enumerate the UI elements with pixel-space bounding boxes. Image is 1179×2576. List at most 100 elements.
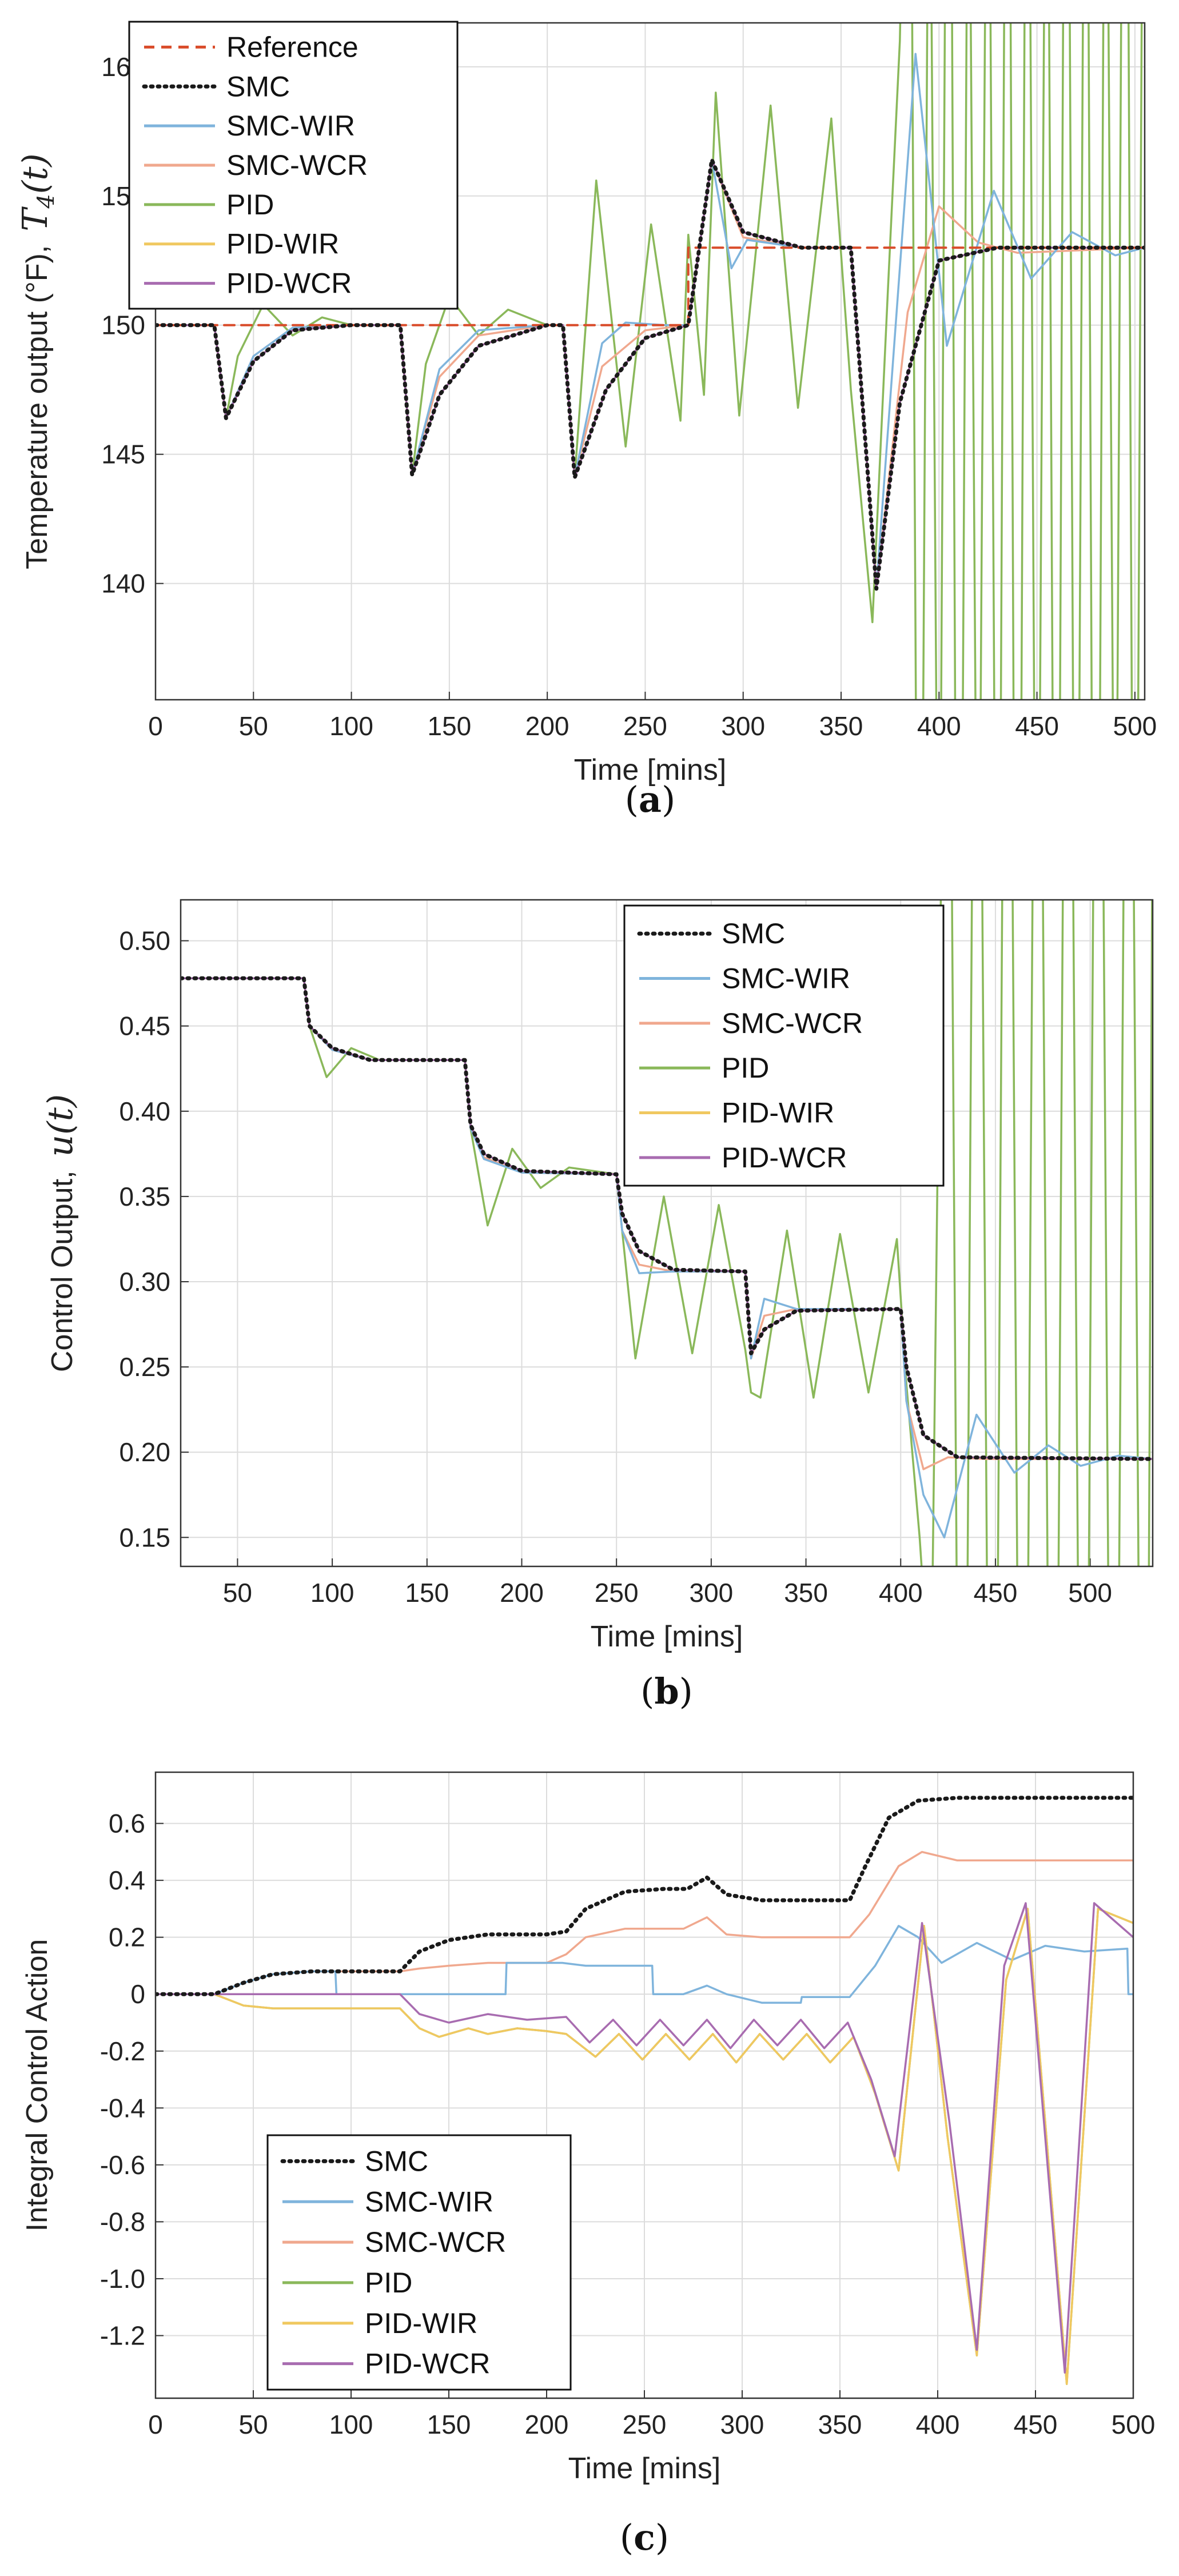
y-tick-label: 0.45 [119, 1011, 170, 1041]
x-tick-label: 500 [1113, 711, 1157, 741]
series-line-pid [156, 23, 1143, 700]
legend: Reference SMC SMC-WIR SMC-WCR PID PID-WIR PID-… [128, 21, 459, 310]
x-axis-label: Time [mins] [568, 2452, 721, 2485]
legend-label-smc: SMC [226, 70, 290, 102]
series-line-pid-wir [156, 1908, 1133, 2385]
y-axis-label-variable: T [15, 206, 55, 232]
legend-label-pid-wcr: PID-WCR [365, 2348, 490, 2380]
legend-label-smc-wcr: SMC-WCR [365, 2226, 506, 2258]
series-line-smc [156, 1796, 1133, 1996]
x-tick-label: 250 [623, 2410, 667, 2439]
x-tick-label: 350 [819, 711, 863, 741]
legend-label-smc-wcr: SMC-WCR [722, 1007, 863, 1039]
x-axis-label: Time [mins] [591, 1620, 743, 1653]
y-tick-label: 0.25 [119, 1352, 170, 1382]
x-tick-label: 100 [310, 1578, 355, 1608]
x-tick-label: 100 [329, 711, 373, 741]
x-tick-label: 400 [917, 711, 961, 741]
series-group [181, 900, 1153, 1566]
x-tick-label: 500 [1068, 1578, 1112, 1608]
x-tick-label: 50 [238, 2410, 268, 2439]
series-line-smc [181, 976, 1153, 1461]
panel-caption: (b) [640, 1670, 693, 1712]
legend-label-smc-wir: SMC-WIR [722, 963, 850, 995]
y-tick-label: 0.15 [119, 1522, 170, 1552]
y-tick-label: 0.6 [109, 1809, 145, 1839]
plot-frame [180, 899, 1154, 1568]
series-line-pid [181, 900, 1153, 1566]
x-tick-label: 450 [1015, 711, 1059, 741]
y-tick-label: -0.2 [100, 2036, 145, 2066]
y-tick-label: -1.2 [100, 2321, 145, 2351]
y-tick-label: 150 [101, 310, 145, 340]
y-tick-label: 0 [130, 1979, 145, 2009]
y-tick-label: 140 [101, 569, 145, 599]
y-axis-label-subscript: 4 [33, 194, 59, 209]
panel-a: 0 50 100 150 200 250 300 350 400 450 5001401451501… [15, 21, 1157, 820]
x-tick-label: 200 [525, 711, 569, 741]
x-tick-label: 50 [223, 1578, 252, 1608]
panel-caption-letter: a [639, 779, 662, 820]
series-line-smc [156, 158, 1145, 591]
legend-label-pid-wir: PID-WIR [226, 228, 339, 260]
y-tick-label: -0.8 [100, 2207, 145, 2236]
x-tick-label: 350 [784, 1578, 828, 1608]
y-axis-label-argument: (t) [15, 153, 55, 194]
x-axis-label: Time [mins] [574, 753, 727, 787]
y-tick-label: 0.35 [119, 1182, 170, 1211]
y-axis-label-argument: (t) [41, 1094, 81, 1135]
x-tick-label: 300 [720, 2410, 764, 2439]
y-tick-label: 0.50 [119, 926, 170, 956]
y-tick-label: 0.20 [119, 1437, 170, 1467]
x-tick-label: 150 [405, 1578, 449, 1608]
y-axis-label: Control Output, u(t) [41, 1094, 81, 1372]
panel-caption-letter: b [654, 1670, 679, 1712]
series-group [156, 23, 1145, 700]
legend: SMC SMC-WIR SMC-WCR PID PID-WIR PID-WCR [623, 904, 945, 1187]
panel-caption-letter: c [634, 2517, 655, 2558]
legend-label-pid: PID [722, 1052, 769, 1084]
x-tick-label: 0 [148, 2410, 163, 2439]
x-tick-label: 500 [1112, 2410, 1156, 2439]
y-tick-label: 0.40 [119, 1096, 170, 1126]
legend-label-pid-wir: PID-WIR [722, 1097, 834, 1129]
x-tick-label: 300 [721, 711, 765, 741]
legend-box [623, 904, 945, 1187]
legend-label-smc-wir: SMC-WIR [365, 2186, 493, 2218]
y-tick-label: 0.4 [109, 1865, 145, 1895]
panel-b: 50 100 150 200 250 300 350 400 450 500 0.15 0.20 0.2… [41, 899, 1154, 1712]
panel-caption: (a) [625, 779, 676, 820]
y-tick-label: -1.0 [100, 2264, 145, 2294]
legend: SMC SMC-WIR SMC-WCR PID PID-WIR PID-WCR [266, 2134, 572, 2391]
y-axis-label: Temperature output (°F), T4(t) [15, 153, 59, 569]
plot-frame [154, 22, 1146, 701]
legend-label-smc: SMC [722, 918, 785, 950]
x-tick-label: 250 [595, 1578, 639, 1608]
x-tick-label: 150 [427, 2410, 471, 2439]
y-axis-label-text: Control Output, [46, 1170, 79, 1372]
series-line-reference [156, 246, 1145, 326]
y-axis-label-variable: u [41, 1135, 81, 1157]
y-tick-label: 0.2 [109, 1923, 145, 1952]
series-line-smc-wir [156, 1925, 1133, 2004]
x-tick-label: 0 [148, 711, 163, 741]
legend-label-pid-wcr: PID-WCR [722, 1142, 847, 1174]
legend-label-pid-wcr: PID-WCR [226, 268, 352, 300]
legend-label-pid-wir: PID-WIR [365, 2307, 477, 2339]
legend-box [266, 2134, 572, 2391]
x-tick-label: 400 [879, 1578, 923, 1608]
y-tick-label: 145 [101, 440, 145, 469]
y-axis-label-text: Temperature output (°F), [21, 245, 54, 569]
plot-frame [154, 1771, 1134, 2399]
x-tick-label: 50 [239, 711, 268, 741]
legend-label-pid: PID [226, 189, 274, 221]
y-tick-label: -0.6 [100, 2150, 145, 2180]
x-tick-label: 200 [500, 1578, 544, 1608]
x-tick-label: 450 [974, 1578, 1018, 1608]
legend-label-reference: Reference [226, 31, 359, 63]
panel-caption: (c) [620, 2517, 669, 2558]
x-tick-label: 250 [623, 711, 667, 741]
y-tick-label: 0.30 [119, 1267, 170, 1297]
x-tick-label: 150 [427, 711, 471, 741]
